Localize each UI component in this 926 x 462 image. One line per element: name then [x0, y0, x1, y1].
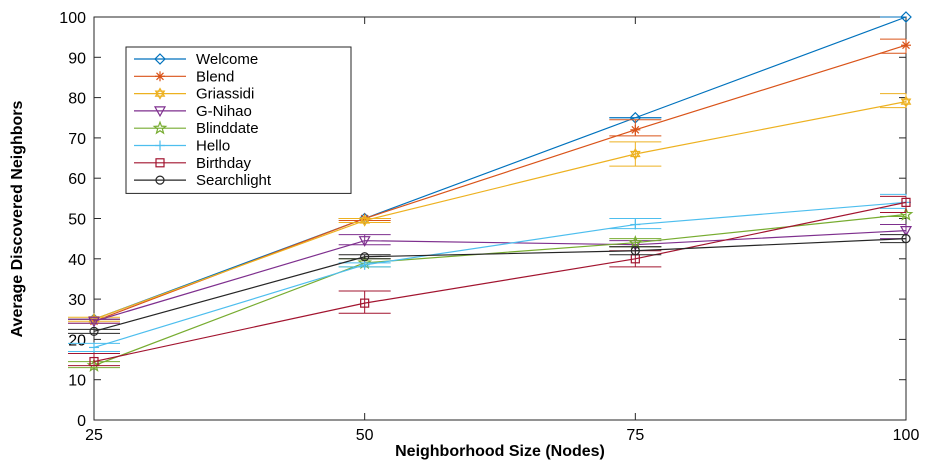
- legend-label: Blend: [196, 68, 234, 85]
- data-point: [630, 124, 641, 135]
- data-point: [87, 316, 101, 328]
- error-bar: [68, 328, 120, 334]
- y-tick-label: 90: [68, 50, 86, 67]
- series-line: [93, 16, 907, 320]
- x-tick-label: 50: [356, 427, 374, 444]
- data-point: [89, 342, 99, 353]
- y-tick-label: 80: [68, 91, 86, 108]
- error-bar: [880, 195, 907, 213]
- series-line: [93, 201, 907, 363]
- legend-label: G-Nihao: [196, 103, 252, 120]
- legend-marker: [155, 140, 165, 151]
- y-axis-title: Average Discovered Neighbors: [9, 100, 26, 337]
- legend-label: Birthday: [196, 155, 252, 172]
- y-tick-label: 100: [59, 10, 86, 27]
- data-point: [901, 197, 911, 207]
- y-tick-label: 50: [68, 212, 86, 229]
- legend-label: Blinddate: [196, 120, 259, 137]
- legend-item-blend: Blend: [134, 68, 234, 85]
- x-tick-label: 25: [85, 427, 103, 444]
- legend-marker: [153, 106, 167, 118]
- legend-label: Welcome: [196, 51, 258, 68]
- y-tick-label: 40: [68, 252, 86, 269]
- series-hello: [68, 193, 911, 353]
- y-tick-label: 70: [68, 131, 86, 148]
- data-point: [899, 225, 913, 237]
- legend-item-welcome: Welcome: [134, 51, 258, 68]
- legend-marker: [155, 71, 165, 82]
- data-point: [359, 259, 370, 270]
- data-point: [89, 326, 99, 336]
- data-point: [360, 298, 370, 308]
- data-point: [358, 236, 371, 247]
- data-point: [900, 95, 912, 108]
- data-point: [89, 356, 99, 367]
- legend-item-blinddate: Blinddate: [134, 120, 259, 137]
- legend-marker: [155, 175, 165, 185]
- data-point: [360, 252, 370, 262]
- legend-item-birthday: Birthday: [134, 155, 252, 172]
- data-point: [627, 234, 643, 249]
- legend-marker: [152, 120, 168, 135]
- y-tick-label: 60: [68, 171, 86, 188]
- legend-item-g-nihao: G-Nihao: [134, 103, 252, 120]
- x-axis: 25 50 75 100: [85, 17, 919, 444]
- y-tick-label: 30: [68, 292, 86, 309]
- error-bar: [338, 290, 391, 314]
- y-tick-label: 10: [68, 373, 86, 390]
- series-line: [93, 213, 907, 367]
- data-point: [900, 11, 912, 23]
- x-tick-label: 100: [893, 427, 920, 444]
- legend: WelcomeBlendGriassidiG-NihaoBlinddateHel…: [125, 46, 352, 194]
- legend-label: Searchlight: [196, 172, 272, 189]
- data-point: [630, 246, 640, 256]
- data-point: [901, 40, 911, 51]
- y-tick-label: 20: [68, 332, 86, 349]
- y-tick-label: 0: [77, 413, 86, 430]
- legend-box: [125, 46, 352, 194]
- legend-marker: [154, 53, 166, 65]
- data-point: [629, 147, 641, 161]
- legend-item-searchlight: Searchlight: [134, 172, 272, 189]
- series-line: [93, 229, 907, 322]
- series-line: [93, 238, 907, 332]
- series-birthday: [68, 195, 911, 367]
- legend-label: Hello: [196, 138, 230, 155]
- x-axis-title: Neighborhood Size (Nodes): [395, 443, 605, 460]
- legend-label: Griassidi: [196, 86, 254, 103]
- data-point: [359, 214, 371, 227]
- series-searchlight: [68, 234, 911, 336]
- legend-marker: [154, 87, 166, 100]
- series-layer: [68, 11, 914, 372]
- series-line: [93, 201, 907, 349]
- data-point: [630, 219, 641, 230]
- x-tick-label: 75: [626, 427, 644, 444]
- data-point: [901, 234, 911, 244]
- series-line: [93, 101, 907, 320]
- legend-item-hello: Hello: [134, 138, 230, 155]
- series-griassidi: [68, 93, 912, 326]
- legend-item-griassidi: Griassidi: [134, 86, 254, 103]
- legend-marker: [155, 158, 165, 168]
